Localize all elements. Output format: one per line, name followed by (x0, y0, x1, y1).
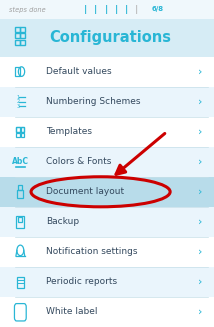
Text: 6/8: 6/8 (152, 7, 164, 12)
Text: |: | (125, 5, 128, 14)
Text: ›: › (198, 307, 202, 317)
Text: |: | (84, 5, 87, 14)
Text: |: | (115, 5, 118, 14)
FancyBboxPatch shape (0, 237, 214, 267)
Text: Numbering Schemes: Numbering Schemes (46, 97, 141, 106)
Text: ›: › (198, 277, 202, 287)
Text: 2: 2 (17, 99, 20, 104)
Text: Configurations: Configurations (49, 30, 171, 45)
Text: Notification settings: Notification settings (46, 248, 138, 256)
Text: ›: › (198, 217, 202, 227)
Text: Backup: Backup (46, 217, 79, 226)
Text: ›: › (198, 247, 202, 257)
Text: Templates: Templates (46, 127, 92, 136)
Text: ›: › (198, 67, 202, 77)
Text: 1: 1 (17, 95, 20, 100)
FancyBboxPatch shape (0, 0, 214, 19)
Text: ›: › (198, 187, 202, 197)
Text: 3: 3 (17, 104, 20, 109)
Text: steps done: steps done (9, 7, 45, 12)
Text: |: | (135, 5, 139, 14)
FancyBboxPatch shape (0, 19, 214, 57)
FancyBboxPatch shape (0, 177, 214, 207)
Text: ›: › (198, 97, 202, 107)
Text: Document layout: Document layout (46, 187, 124, 196)
Text: ›: › (198, 157, 202, 167)
Text: ›: › (198, 127, 202, 137)
Text: Default values: Default values (46, 67, 112, 76)
Text: AbC: AbC (12, 157, 29, 166)
Text: Colors & Fonts: Colors & Fonts (46, 157, 111, 166)
Text: |: | (104, 5, 108, 14)
FancyBboxPatch shape (0, 207, 214, 237)
FancyBboxPatch shape (0, 57, 214, 87)
FancyBboxPatch shape (0, 297, 214, 327)
FancyBboxPatch shape (0, 267, 214, 297)
Text: White label: White label (46, 307, 98, 317)
FancyBboxPatch shape (0, 147, 214, 177)
FancyBboxPatch shape (0, 87, 214, 117)
FancyBboxPatch shape (0, 117, 214, 147)
Text: Periodic reports: Periodic reports (46, 277, 117, 286)
Text: |: | (94, 5, 98, 14)
